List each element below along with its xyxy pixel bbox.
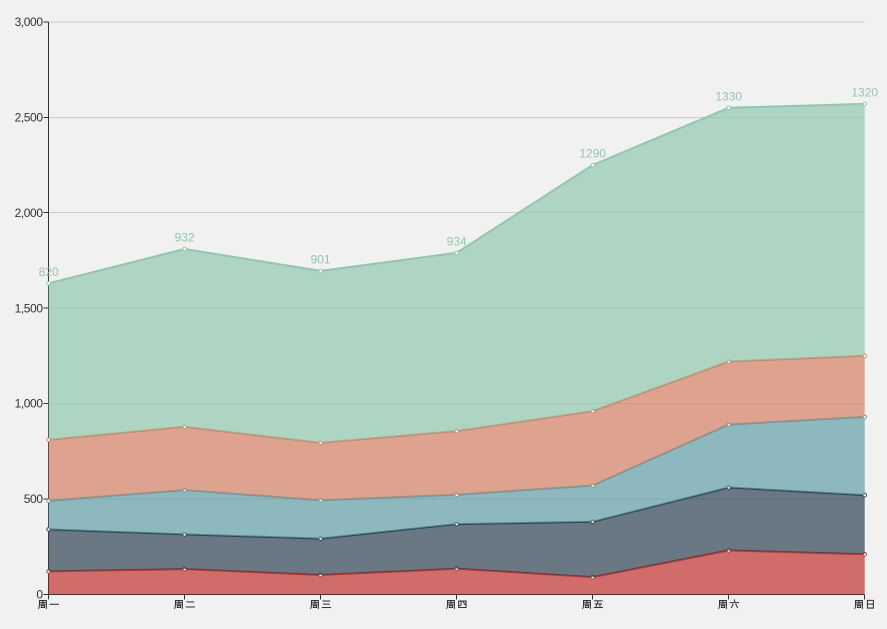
svg-text:1290: 1290 xyxy=(579,147,606,161)
svg-text:932: 932 xyxy=(175,231,195,245)
svg-text:1,000: 1,000 xyxy=(15,397,44,411)
svg-text:934: 934 xyxy=(447,234,467,248)
svg-text:0: 0 xyxy=(36,588,43,602)
svg-text:820: 820 xyxy=(39,265,59,279)
svg-text:3,000: 3,000 xyxy=(15,15,44,29)
svg-text:2,500: 2,500 xyxy=(15,111,44,125)
svg-text:1330: 1330 xyxy=(715,89,742,103)
svg-text:2,000: 2,000 xyxy=(15,206,44,220)
svg-text:1,500: 1,500 xyxy=(15,301,44,315)
svg-text:1320: 1320 xyxy=(851,85,878,99)
svg-text:500: 500 xyxy=(24,492,44,506)
svg-text:901: 901 xyxy=(311,252,331,266)
